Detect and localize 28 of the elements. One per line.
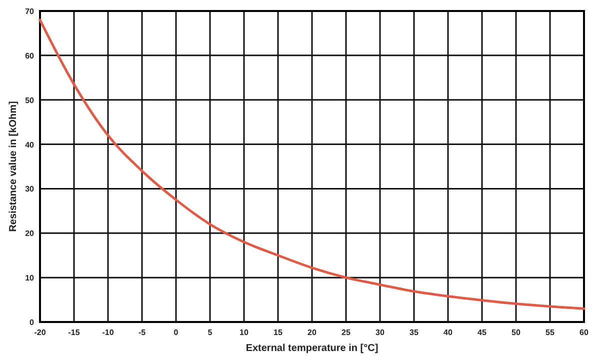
x-tick-label: -20 — [34, 328, 46, 337]
x-tick-label: 60 — [580, 328, 589, 337]
y-tick-label: 60 — [25, 51, 35, 60]
x-axis-title: External temperature in [°C] — [246, 343, 378, 354]
x-tick-label: 20 — [308, 328, 317, 337]
x-tick-label: 5 — [208, 328, 213, 337]
x-tick-label: 45 — [478, 328, 487, 337]
line-series — [38, 18, 586, 310]
y-tick-label: 30 — [25, 184, 35, 194]
y-tick-label: 10 — [25, 274, 35, 283]
x-tick-label: 50 — [512, 328, 521, 337]
y-tick-label: 0 — [30, 318, 35, 327]
y-tick-label: 40 — [25, 140, 35, 150]
y-axis-title: Resistance value in [kOhm] — [8, 101, 19, 232]
y-tick-label: 50 — [25, 96, 35, 105]
y-tick-label: 20 — [25, 229, 35, 238]
x-tick-label: 10 — [240, 328, 249, 337]
x-tick-label: 0 — [174, 328, 179, 337]
x-tick-label: 35 — [410, 328, 419, 337]
x-tick-label: 15 — [274, 328, 283, 337]
x-tick-label: -5 — [138, 328, 146, 337]
x-tick-label: 25 — [342, 328, 351, 337]
x-tick-label: -10 — [102, 328, 114, 337]
x-tick-label: 40 — [444, 328, 453, 337]
x-tick-label: 55 — [546, 328, 555, 337]
x-tick-label: 30 — [376, 328, 385, 337]
y-tick-label: 70 — [25, 7, 35, 16]
x-tick-label: -15 — [68, 328, 80, 337]
